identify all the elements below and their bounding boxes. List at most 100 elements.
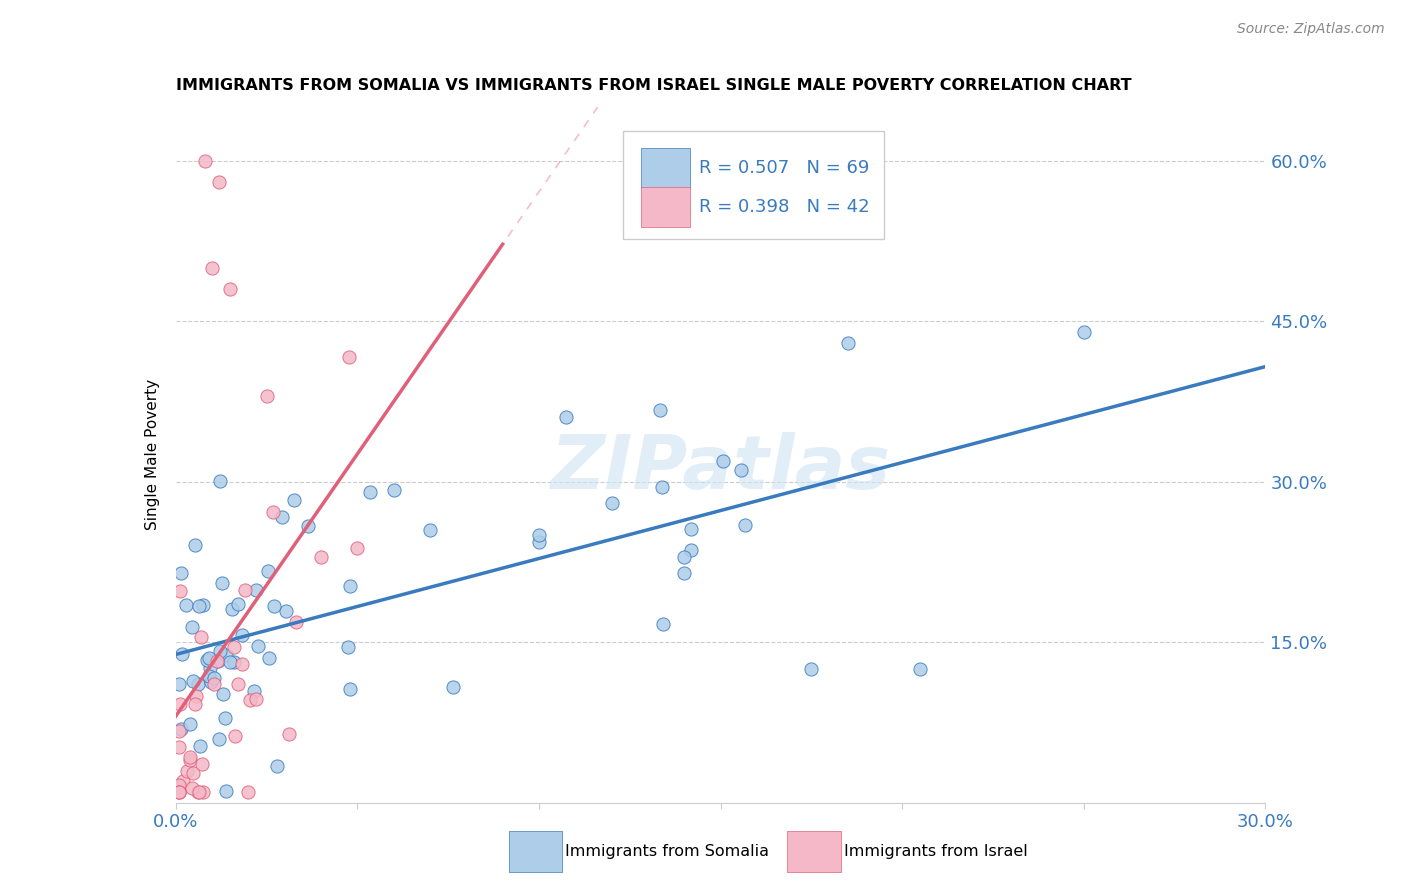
Point [212, 687, 235, 701]
Point [209, 474, 232, 488]
Point [191, 785, 214, 799]
Point [181, 780, 204, 795]
Point [187, 785, 209, 799]
Point [169, 724, 191, 739]
Point [184, 538, 207, 552]
Point [711, 454, 734, 468]
Point [169, 785, 191, 799]
Point [231, 657, 253, 672]
Point [195, 653, 218, 667]
Point [274, 604, 297, 618]
Point [219, 282, 242, 296]
Point [527, 528, 550, 542]
Point [277, 726, 299, 740]
Point [170, 722, 193, 736]
Point [169, 778, 191, 792]
Point [186, 690, 208, 704]
Text: R = 0.398   N = 42: R = 0.398 N = 42 [699, 198, 869, 216]
Point [673, 549, 696, 564]
Point [648, 403, 671, 417]
Point [218, 655, 240, 669]
Point [1073, 325, 1095, 339]
Point [441, 680, 464, 694]
Point [169, 785, 191, 799]
Point [221, 602, 243, 616]
FancyBboxPatch shape [641, 148, 690, 188]
Point [339, 579, 361, 593]
Point [336, 640, 359, 654]
Point [208, 731, 231, 746]
Point [174, 599, 197, 613]
Point [179, 717, 201, 731]
Point [233, 582, 256, 597]
Point [359, 485, 381, 500]
Point [257, 564, 280, 578]
Point [169, 697, 191, 711]
Point [256, 389, 278, 403]
Point [198, 661, 221, 675]
Point [910, 662, 932, 676]
Point [236, 785, 259, 799]
Point [198, 669, 221, 683]
Point [208, 175, 231, 189]
Point [215, 648, 238, 663]
Point [179, 749, 201, 764]
Text: Immigrants from Israel: Immigrants from Israel [844, 845, 1028, 859]
Point [242, 683, 264, 698]
Point [337, 351, 360, 365]
Point [734, 518, 756, 533]
Point [285, 615, 308, 629]
Point [231, 628, 253, 642]
Point [419, 523, 441, 537]
Point [207, 654, 229, 668]
Point [208, 644, 231, 658]
Point [187, 677, 209, 691]
Point [205, 654, 228, 668]
Text: R = 0.507   N = 69: R = 0.507 N = 69 [699, 159, 869, 177]
Point [187, 785, 209, 799]
Point [262, 504, 284, 518]
Point [181, 765, 204, 780]
Point [214, 711, 236, 725]
Point [346, 541, 368, 555]
Point [176, 764, 198, 778]
Point [169, 584, 191, 599]
FancyBboxPatch shape [641, 187, 690, 227]
Point [800, 662, 823, 676]
Point [339, 682, 361, 697]
Point [730, 462, 752, 476]
Text: IMMIGRANTS FROM SOMALIA VS IMMIGRANTS FROM ISRAEL SINGLE MALE POVERTY CORRELATIO: IMMIGRANTS FROM SOMALIA VS IMMIGRANTS FR… [176, 78, 1132, 94]
Point [198, 650, 221, 665]
Point [837, 335, 859, 350]
Point [600, 496, 623, 510]
Point [266, 759, 288, 773]
Point [257, 651, 280, 665]
Point [554, 409, 576, 424]
Point [222, 640, 245, 654]
Text: Source: ZipAtlas.com: Source: ZipAtlas.com [1237, 22, 1385, 37]
Point [190, 757, 212, 772]
Point [226, 677, 249, 691]
Point [651, 480, 673, 494]
Point [245, 691, 267, 706]
Point [673, 566, 696, 580]
Point [190, 630, 212, 644]
Point [211, 575, 233, 590]
Point [191, 598, 214, 612]
Point [200, 674, 222, 689]
Point [169, 785, 191, 799]
Point [169, 677, 191, 691]
Text: ZIPatlas: ZIPatlas [551, 433, 890, 506]
Point [169, 739, 191, 754]
Point [263, 599, 285, 613]
Point [179, 753, 201, 767]
Point [215, 784, 238, 798]
Point [194, 153, 217, 168]
FancyBboxPatch shape [623, 131, 884, 239]
Point [679, 543, 702, 558]
Y-axis label: Single Male Poverty: Single Male Poverty [145, 379, 160, 531]
Point [188, 599, 211, 613]
Point [271, 509, 294, 524]
Point [170, 648, 193, 662]
Text: Immigrants from Somalia: Immigrants from Somalia [565, 845, 769, 859]
